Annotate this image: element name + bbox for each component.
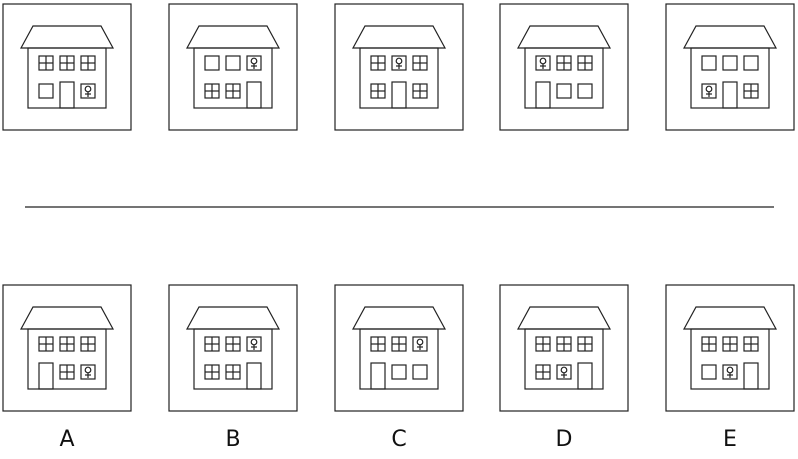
flower (416, 338, 424, 346)
window (577, 83, 593, 99)
house-card (665, 284, 795, 412)
flower (250, 57, 258, 65)
house-body (690, 328, 770, 390)
house-body (524, 328, 604, 390)
option-label: E (723, 427, 737, 452)
house-card (499, 3, 629, 131)
roof (185, 25, 281, 49)
roof (351, 306, 447, 330)
window (701, 55, 717, 71)
door (246, 81, 262, 109)
door (59, 81, 75, 109)
door (535, 81, 551, 109)
card-frame (499, 3, 629, 131)
roof (185, 306, 281, 330)
card-frame (665, 284, 795, 412)
house-card (168, 284, 298, 412)
flower (250, 338, 258, 346)
flower (84, 85, 92, 93)
door (370, 362, 386, 390)
roof (682, 306, 778, 330)
house-card (2, 3, 132, 131)
window (38, 83, 54, 99)
house-body (524, 47, 604, 109)
flower (84, 366, 92, 374)
window (535, 55, 551, 71)
flower (705, 85, 713, 93)
window (701, 83, 717, 99)
house-card (334, 284, 464, 412)
house-body (193, 47, 273, 109)
door (743, 362, 759, 390)
roof (516, 25, 612, 49)
option-label: C (391, 427, 406, 452)
window (391, 55, 407, 71)
door (246, 362, 262, 390)
roof (516, 306, 612, 330)
house-card (665, 3, 795, 131)
card-frame (499, 284, 629, 412)
window (246, 336, 262, 352)
door (391, 81, 407, 109)
roof (682, 25, 778, 49)
window (80, 364, 96, 380)
window (701, 364, 717, 380)
card-frame (665, 3, 795, 131)
door (577, 362, 593, 390)
house-body (690, 47, 770, 109)
flower (395, 57, 403, 65)
flower (539, 57, 547, 65)
window (80, 83, 96, 99)
card-frame (168, 284, 298, 412)
door (722, 81, 738, 109)
option-label: B (225, 427, 240, 452)
window (412, 364, 428, 380)
window (246, 55, 262, 71)
window (743, 55, 759, 71)
window (556, 364, 572, 380)
card-frame (2, 284, 132, 412)
roof (351, 25, 447, 49)
window (412, 336, 428, 352)
option-label: A (59, 427, 74, 452)
window (556, 83, 572, 99)
card-frame (334, 284, 464, 412)
card-frame (168, 3, 298, 131)
window (391, 364, 407, 380)
window (204, 55, 220, 71)
card-frame (2, 3, 132, 131)
house-body (27, 328, 107, 390)
house-card (168, 3, 298, 131)
house-body (359, 328, 439, 390)
window (722, 364, 738, 380)
house-body (359, 47, 439, 109)
door (38, 362, 54, 390)
roof (19, 25, 115, 49)
option-label: D (556, 427, 573, 452)
card-frame (334, 3, 464, 131)
flower (560, 366, 568, 374)
house-card (334, 3, 464, 131)
flower (726, 366, 734, 374)
window (722, 55, 738, 71)
roof (19, 306, 115, 330)
house-card (2, 284, 132, 412)
house-body (193, 328, 273, 390)
window (225, 55, 241, 71)
house-card (499, 284, 629, 412)
